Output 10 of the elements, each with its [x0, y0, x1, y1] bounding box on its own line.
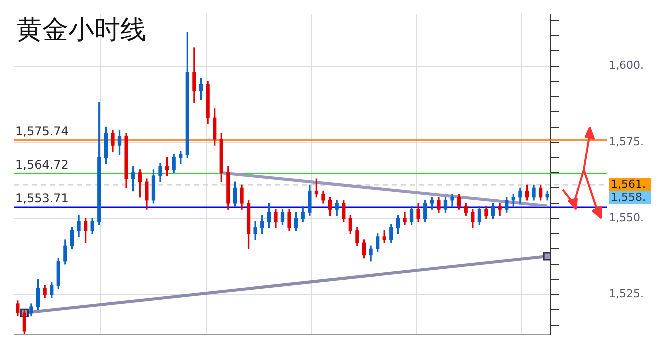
ref-line-label: 1,553.71: [16, 192, 69, 206]
y-tick-label: 1,550.: [609, 212, 644, 225]
ref-line-label: 1,561.: [611, 178, 646, 192]
ref-line-label: 1,564.72: [16, 158, 69, 172]
ref-line-label: 1,575.74: [16, 124, 69, 138]
y-tick-label: 1,525.: [609, 288, 644, 301]
chart-title: 黄金小时线: [16, 15, 146, 46]
y-tick-label: 1,600.: [609, 59, 644, 72]
text: 1,558.: [611, 191, 646, 204]
y-tick-label: 1,575.: [609, 135, 644, 148]
